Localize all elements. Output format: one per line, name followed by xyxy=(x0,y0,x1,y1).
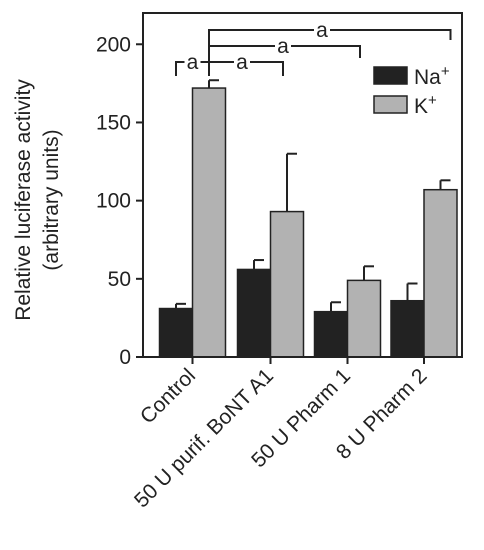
y-tick-label: 50 xyxy=(108,268,131,291)
bar-k xyxy=(423,188,458,358)
plot-frame xyxy=(142,12,463,358)
error-bars-group xyxy=(175,79,451,312)
y-axis: 0 50 100 150 200 xyxy=(96,33,143,369)
significance-label-bg xyxy=(234,52,250,72)
legend-series-name: K xyxy=(414,95,428,118)
y-axis-unit-label: (arbitrary units) xyxy=(40,129,63,270)
legend-label-na: Na+ xyxy=(414,63,450,89)
y-axis-label-group: Relative luciferase activity (arbitrary … xyxy=(12,79,63,321)
y-tick-label: 100 xyxy=(96,190,131,213)
significance-brackets-group: a a a a xyxy=(175,19,452,76)
legend: Na+K+ xyxy=(373,63,450,118)
legend-swatch-k xyxy=(373,95,408,114)
significance-label-bg xyxy=(314,20,330,40)
legend-label-k: K+ xyxy=(414,92,437,118)
significance-bracket xyxy=(209,61,284,76)
significance-label: a xyxy=(277,35,289,58)
y-tick-label: 0 xyxy=(119,346,131,369)
significance-label: a xyxy=(187,51,199,74)
legend-swatch-na xyxy=(373,66,408,85)
bars-group xyxy=(158,87,458,358)
legend-series-name: Na xyxy=(414,66,441,89)
x-tick-label: 50 U purif. BoNT A1 xyxy=(130,364,278,512)
y-axis-label: Relative luciferase activity xyxy=(12,79,35,321)
x-tick-label: Control xyxy=(136,364,200,428)
significance-label-bg xyxy=(275,36,291,56)
bar-na xyxy=(158,307,194,358)
bar-na xyxy=(236,268,272,358)
significance-label: a xyxy=(316,19,328,42)
legend-series-charge: + xyxy=(428,92,437,109)
significance-label-bg xyxy=(184,52,201,72)
legend-series-charge: + xyxy=(441,63,450,80)
y-tick-label: 150 xyxy=(96,111,131,134)
bar-na xyxy=(390,299,425,358)
significance-label: a xyxy=(236,51,248,74)
bar-k xyxy=(269,210,305,358)
bar-na xyxy=(313,310,349,358)
y-tick-label: 200 xyxy=(96,33,131,56)
bar-k xyxy=(346,279,382,358)
bar-k xyxy=(191,87,227,358)
